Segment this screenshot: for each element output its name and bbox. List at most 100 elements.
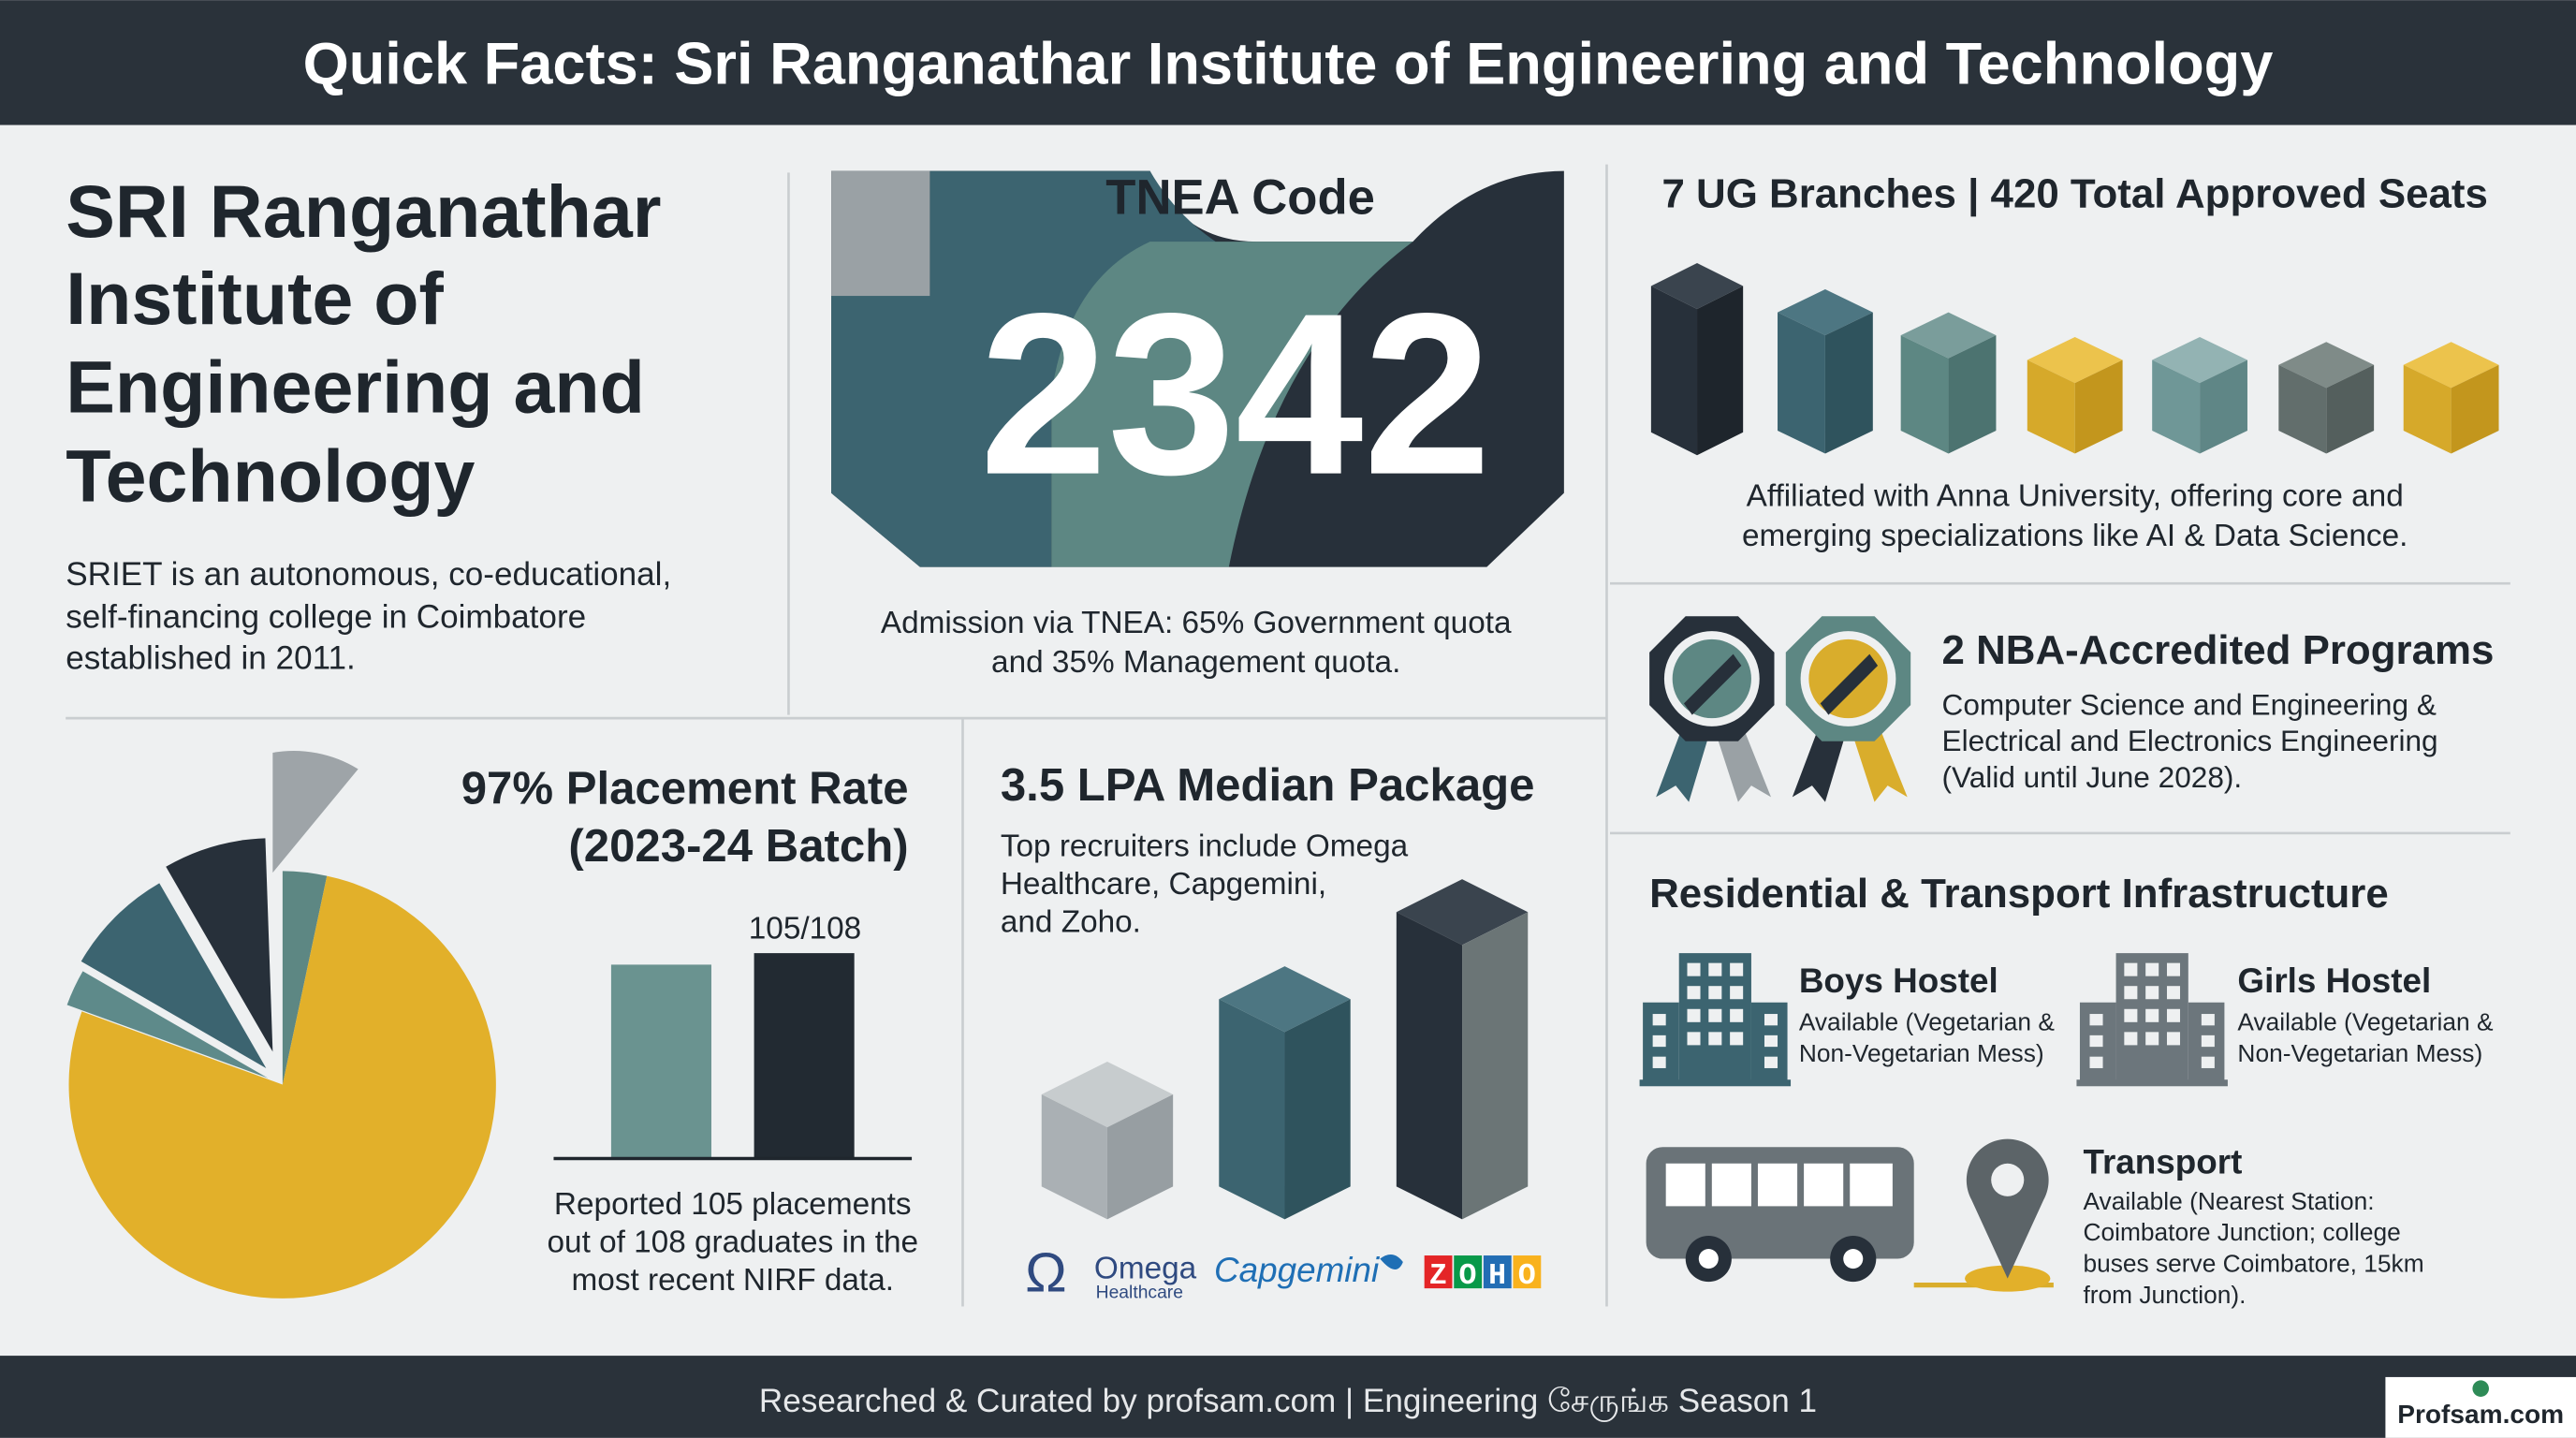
caption-line: out of 108 graduates in the bbox=[548, 1225, 919, 1260]
window bbox=[2124, 1008, 2138, 1022]
window bbox=[1708, 1008, 1722, 1022]
window bbox=[2089, 1034, 2103, 1048]
brand-icon bbox=[2472, 1380, 2489, 1397]
caption-line: Admission via TNEA: 65% Government quota bbox=[881, 606, 1512, 640]
cube-left bbox=[1041, 1094, 1107, 1220]
window bbox=[2166, 986, 2181, 1000]
omega-logo: Omega bbox=[1094, 1252, 1197, 1286]
pin-base bbox=[1965, 1265, 2051, 1292]
window bbox=[1730, 986, 1744, 1000]
tnea-graphic bbox=[831, 170, 1564, 567]
header-title: Quick Facts: Sri Ranganathar Institute o… bbox=[303, 32, 2274, 97]
bus-icon bbox=[1646, 1138, 2054, 1292]
footer-text: Researched & Curated by profsam.com | En… bbox=[759, 1383, 1817, 1422]
cube-right bbox=[2326, 364, 2375, 454]
omega-symbol: Ω bbox=[1025, 1241, 1067, 1304]
capgemini-logo: Capgemini bbox=[1214, 1251, 1381, 1289]
building-ground bbox=[2076, 1079, 2228, 1087]
accreditation-text: Computer Science and Engineering & Elect… bbox=[1942, 688, 2438, 794]
window bbox=[1652, 1014, 1666, 1026]
college-name-line: Technology bbox=[66, 434, 475, 517]
text-line: from Junction). bbox=[2083, 1281, 2246, 1309]
zoho-tile bbox=[1454, 1255, 1483, 1289]
cube-left bbox=[1900, 335, 1949, 454]
college-name: SRI Ranganathar Institute of Engineering… bbox=[66, 170, 661, 518]
cube-right bbox=[2200, 360, 2247, 454]
cube-left bbox=[2027, 360, 2075, 454]
accreditation-title: 2 NBA-Accredited Programs bbox=[1942, 627, 2495, 673]
placement-title: 97% Placement Rate (2023-24 Batch) bbox=[461, 763, 909, 871]
title-line: (2023-24 Batch) bbox=[568, 821, 908, 872]
window bbox=[2166, 962, 2181, 976]
bus-window bbox=[1711, 1163, 1751, 1207]
cube-right bbox=[1284, 999, 1351, 1220]
caption-line: Affiliated with Anna University, offerin… bbox=[1747, 479, 2404, 514]
bus-hub bbox=[1843, 1249, 1864, 1269]
window bbox=[1764, 1056, 1778, 1068]
caption-line: most recent NIRF data. bbox=[572, 1263, 895, 1298]
text-line: buses serve Coimbatore, 15km bbox=[2083, 1250, 2423, 1278]
dividers bbox=[66, 164, 2510, 1307]
infrastructure-title: Residential & Transport Infrastructure bbox=[1649, 871, 2389, 917]
window bbox=[1708, 1032, 1722, 1046]
package-text: Top recruiters include Omega Healthcare,… bbox=[1001, 829, 1409, 940]
badge-stripe bbox=[1683, 653, 1742, 715]
window bbox=[1730, 1032, 1744, 1046]
caption-line: Reported 105 placements bbox=[554, 1187, 912, 1222]
window bbox=[1708, 986, 1722, 1000]
window bbox=[1730, 1008, 1744, 1022]
window bbox=[2201, 1056, 2215, 1068]
description-line: SRIET is an autonomous, co-educational, bbox=[66, 556, 671, 593]
location-pin bbox=[1966, 1138, 2049, 1279]
omega-sub: Healthcare bbox=[1096, 1284, 1183, 1303]
window bbox=[2145, 1008, 2159, 1022]
cube-left bbox=[1396, 912, 1463, 1220]
bar bbox=[754, 953, 855, 1159]
cube-left bbox=[2152, 360, 2201, 454]
facility-text: Available (Nearest Station: Coimbatore J… bbox=[2083, 1187, 2423, 1309]
college-name-line: Engineering and bbox=[66, 346, 645, 429]
recruiter-logos: Ω Omega Healthcare Capgemini ZOHO bbox=[1025, 1241, 1542, 1304]
window bbox=[2201, 1014, 2215, 1026]
bus-hub bbox=[1698, 1249, 1719, 1269]
cube-left bbox=[1650, 286, 1698, 456]
package-title: 3.5 LPA Median Package bbox=[1001, 760, 1535, 811]
window bbox=[2124, 986, 2138, 1000]
boys-hostel-icon bbox=[1639, 953, 1792, 1087]
description-line: self-financing college in Coimbatore bbox=[66, 599, 586, 636]
cube-right bbox=[1462, 912, 1529, 1220]
window bbox=[1687, 1032, 1701, 1046]
text-line: and Zoho. bbox=[1001, 904, 1141, 939]
bus-window bbox=[1665, 1163, 1705, 1207]
pie-slice bbox=[282, 871, 328, 1085]
pin-hole bbox=[1991, 1163, 2025, 1196]
bus-window bbox=[1850, 1163, 1893, 1207]
header-bar bbox=[0, 0, 2576, 125]
window bbox=[2124, 1032, 2138, 1046]
tnea-shape bbox=[831, 170, 930, 297]
caption-line: emerging specializations like AI & Data … bbox=[1742, 519, 2408, 553]
cube-right bbox=[2074, 360, 2123, 454]
bar-label: 105/108 bbox=[749, 911, 861, 946]
window bbox=[2145, 962, 2159, 976]
bus-window bbox=[1757, 1163, 1798, 1207]
text-line: Computer Science and Engineering & bbox=[1942, 688, 2437, 722]
text-line: Non-Vegetarian Mess) bbox=[1799, 1039, 2044, 1067]
cube-left bbox=[2403, 364, 2452, 454]
tnea-caption: Admission via TNEA: 65% Government quota… bbox=[881, 606, 1512, 680]
ribbon bbox=[1852, 723, 1908, 802]
capgemini-spade bbox=[1380, 1255, 1403, 1270]
window bbox=[2089, 1056, 2103, 1068]
footer-bar bbox=[0, 1356, 2576, 1438]
window bbox=[2145, 986, 2159, 1000]
branches-caption: Affiliated with Anna University, offerin… bbox=[1742, 479, 2408, 553]
ribbon bbox=[1656, 723, 1709, 802]
window bbox=[2166, 1032, 2181, 1046]
placement-caption: Reported 105 placements out of 108 gradu… bbox=[548, 1187, 919, 1298]
window bbox=[2166, 1008, 2181, 1022]
pie-slice bbox=[68, 875, 496, 1299]
text-line: Available (Nearest Station: bbox=[2083, 1187, 2374, 1215]
zoho-tile bbox=[1483, 1255, 1512, 1289]
pie-slice bbox=[272, 751, 359, 873]
